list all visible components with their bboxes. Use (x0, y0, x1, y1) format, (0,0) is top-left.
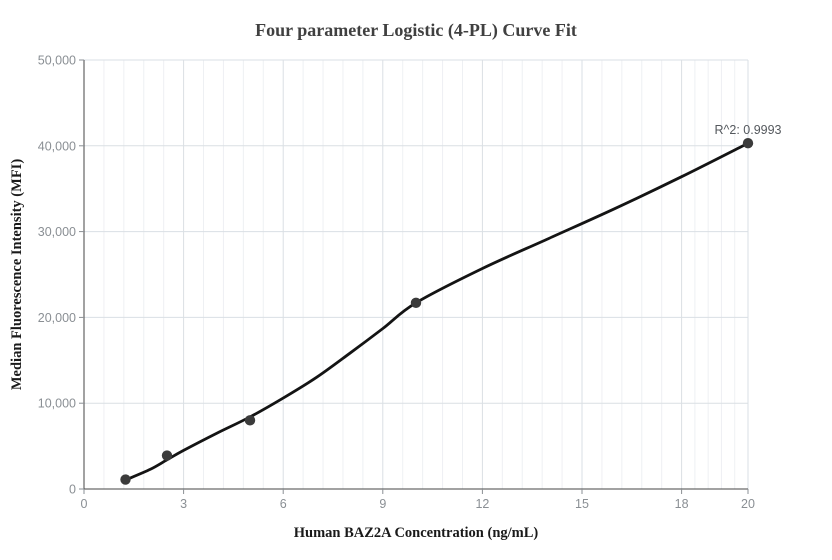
data-point (120, 474, 131, 485)
x-axis-title: Human BAZ2A Concentration (ng/mL) (294, 525, 539, 541)
tick-marks (79, 59, 749, 494)
x-tick-labels: 0 3 6 9 12 15 18 20 (81, 497, 755, 511)
axes (83, 60, 748, 490)
y-tick-labels: 0 10,000 20,000 30,000 40,000 50,000 (38, 54, 76, 497)
x-tick-label: 12 (475, 497, 489, 511)
minor-gridlines (103, 60, 736, 489)
data-point (161, 450, 173, 461)
x-tick-label: 3 (180, 497, 187, 511)
fit-curve-line (124, 141, 750, 482)
y-tick-label: 0 (69, 483, 76, 497)
y-tick-label: 50,000 (38, 54, 76, 68)
data-point (742, 138, 754, 149)
y-tick-label: 20,000 (38, 311, 76, 325)
x-tick-label: 18 (675, 497, 689, 511)
major-gridlines (83, 59, 749, 490)
y-axis-title: Median Fluorescence Intensity (MFI) (9, 159, 25, 390)
y-tick-label: 10,000 (38, 397, 76, 411)
y-tick-label: 40,000 (38, 139, 76, 153)
x-tick-label: 15 (575, 497, 589, 511)
x-tick-label: 9 (379, 497, 386, 511)
data-points (120, 138, 754, 485)
data-point (410, 297, 422, 309)
r-squared-annotation: R^2: 0.9993 (714, 123, 781, 137)
x-tick-label: 20 (741, 497, 755, 511)
x-tick-label: 6 (280, 497, 287, 511)
data-point (244, 415, 256, 426)
chart-title: Four parameter Logistic (4-PL) Curve Fit (255, 20, 577, 41)
x-tick-label: 0 (81, 497, 88, 511)
y-tick-label: 30,000 (38, 225, 76, 239)
